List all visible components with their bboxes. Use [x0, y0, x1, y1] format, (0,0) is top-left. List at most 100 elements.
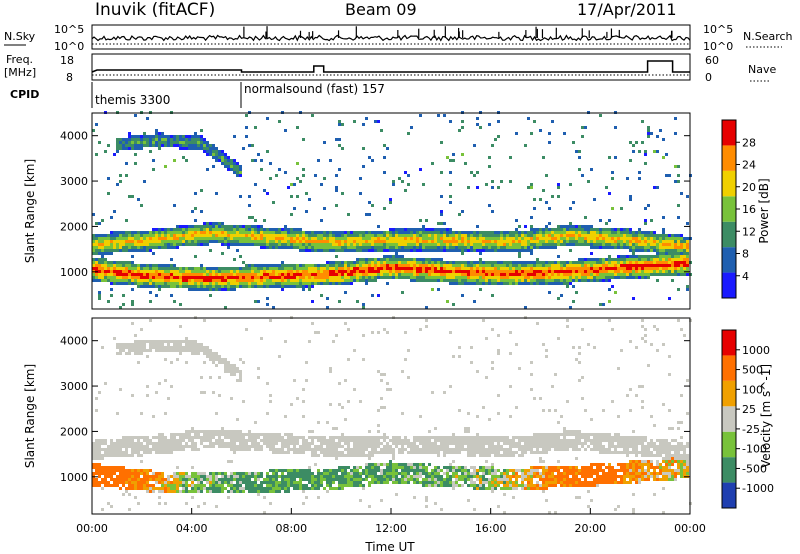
power-cell: [407, 243, 410, 246]
velocity-cell: [95, 454, 98, 457]
power-cell: [146, 270, 149, 273]
power-cell: [554, 261, 557, 264]
power-cell: [521, 273, 524, 276]
velocity-cell: [185, 436, 188, 439]
velocity-cell: [218, 376, 221, 379]
velocity-cell: [209, 355, 212, 358]
power-cell: [323, 177, 326, 180]
power-cell: [314, 246, 317, 249]
power-cell: [626, 246, 629, 249]
power-cell: [137, 282, 140, 285]
power-cell: [644, 231, 647, 234]
power-cell: [125, 264, 128, 267]
power-cell: [602, 276, 605, 279]
velocity-cell: [215, 364, 218, 367]
power-cell: [194, 144, 197, 147]
power-cell: [296, 126, 299, 129]
power-cell: [173, 204, 176, 207]
velocity-cell: [335, 487, 338, 490]
velocity-cell: [164, 478, 167, 481]
power-cell: [95, 240, 98, 243]
power-cell: [644, 255, 647, 258]
power-cell: [293, 279, 296, 282]
power-cell: [440, 273, 443, 276]
power-cell: [647, 243, 650, 246]
power-cell: [602, 246, 605, 249]
power-cell: [254, 240, 257, 243]
velocity-cell: [311, 430, 314, 433]
power-cell: [206, 276, 209, 279]
velocity-cell: [119, 487, 122, 490]
power-cell: [470, 279, 473, 282]
power-cell: [641, 237, 644, 240]
power-cell: [500, 282, 503, 285]
power-cell: [206, 270, 209, 273]
power-cell: [218, 273, 221, 276]
velocity-cell: [128, 439, 131, 442]
velocity-cell: [287, 475, 290, 478]
velocity-cell: [257, 376, 260, 379]
velocity-cell: [170, 484, 173, 487]
power-cell: [227, 240, 230, 243]
power-cell: [422, 228, 425, 231]
velocity-cell: [191, 439, 194, 442]
power-cell: [209, 147, 212, 150]
velocity-cell: [332, 475, 335, 478]
velocity-cell: [305, 379, 308, 382]
power-cell: [212, 153, 215, 156]
power-cell: [167, 231, 170, 234]
velocity-cell: [314, 487, 317, 490]
power-cell: [152, 168, 155, 171]
power-cell: [383, 231, 386, 234]
power-cell: [398, 267, 401, 270]
power-cell: [617, 237, 620, 240]
velocity-cell: [173, 346, 176, 349]
velocity-cell: [149, 442, 152, 445]
power-cell: [356, 234, 359, 237]
power-cell: [596, 261, 599, 264]
velocity-cell: [176, 475, 179, 478]
power-cell: [266, 192, 269, 195]
power-cell: [323, 279, 326, 282]
power-cell: [194, 273, 197, 276]
power-cell: [269, 243, 272, 246]
power-cell: [548, 240, 551, 243]
power-colorbar-tick-label: 24: [742, 159, 756, 172]
velocity-cell: [107, 454, 110, 457]
power-cell: [389, 264, 392, 267]
power-cell: [326, 279, 329, 282]
power-cell: [374, 261, 377, 264]
power-cell: [644, 276, 647, 279]
power-cell: [572, 264, 575, 267]
power-cell: [467, 243, 470, 246]
power-cell: [479, 267, 482, 270]
power-cell: [341, 249, 344, 252]
power-cell: [281, 231, 284, 234]
power-cell: [440, 231, 443, 234]
velocity-cell: [161, 487, 164, 490]
power-cell: [107, 276, 110, 279]
velocity-cell: [161, 490, 164, 493]
power-cell: [524, 243, 527, 246]
power-cell: [305, 270, 308, 273]
power-cell: [155, 132, 158, 135]
power-cell: [296, 285, 299, 288]
power-cell: [671, 279, 674, 282]
velocity-cell: [194, 436, 197, 439]
power-cell: [200, 267, 203, 270]
power-cell: [473, 144, 476, 147]
power-cell: [329, 264, 332, 267]
power-cell: [455, 249, 458, 252]
power-cell: [461, 237, 464, 240]
velocity-cell: [314, 436, 317, 439]
power-cell: [557, 228, 560, 231]
power-cell: [131, 243, 134, 246]
velocity-cell: [155, 436, 158, 439]
power-cell: [386, 231, 389, 234]
power-cell: [338, 123, 341, 126]
velocity-cell: [215, 472, 218, 475]
power-cell: [308, 288, 311, 291]
velocity-cell: [98, 451, 101, 454]
power-cell: [515, 240, 518, 243]
power-cell: [155, 279, 158, 282]
